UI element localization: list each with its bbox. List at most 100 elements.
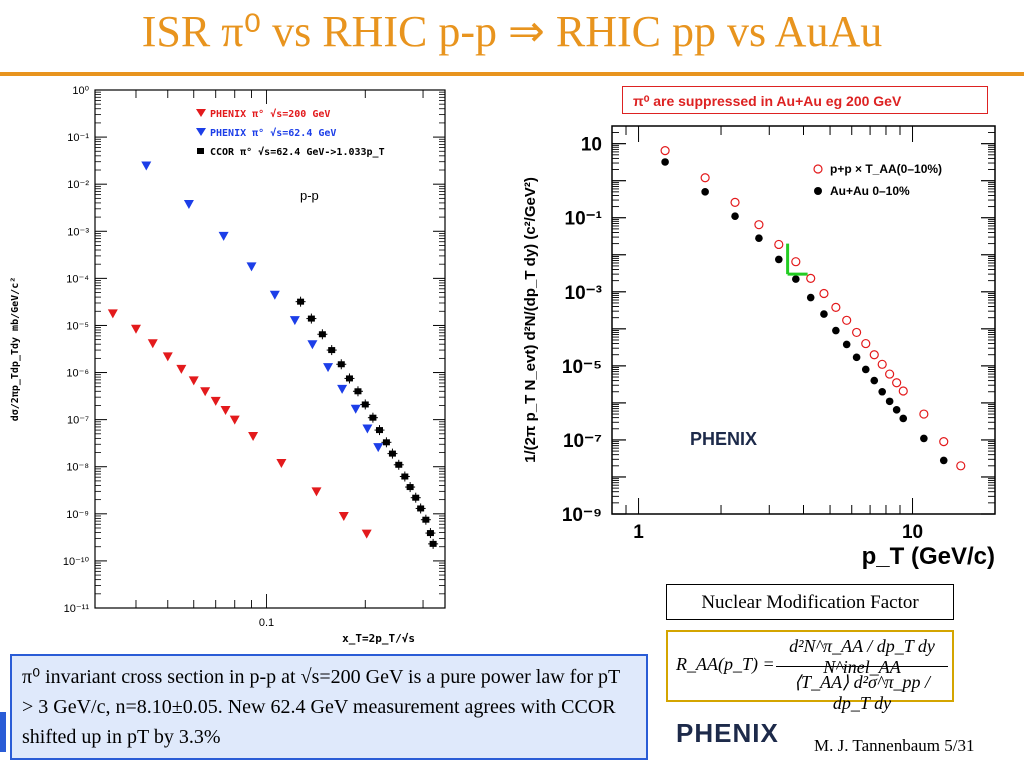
formula-lhs: R_AA(p_T) =	[676, 654, 775, 674]
left-x-tick-label: 0.1	[259, 617, 274, 629]
left-data-point	[307, 340, 318, 350]
left-data-point	[426, 530, 434, 537]
left-legend-label: CCOR π° √s=62.4 GeV->1.033p_T	[210, 146, 385, 158]
left-chart-frame	[94, 89, 446, 609]
left-data-point	[337, 361, 345, 368]
left-data-point	[337, 384, 348, 394]
raa-formula: R_AA(p_T) = d²N^π_AA / dp_T dy N^inel_AA…	[666, 630, 954, 713]
right-y-axis-label: 1/(2π p_T N_evt) d²N/(dp_T dy) (c²/GeV²)	[522, 177, 539, 463]
right-data-point	[806, 293, 815, 302]
nmf-label: Nuclear Modification Factor	[666, 584, 954, 620]
right-data-point	[831, 302, 841, 312]
right-data-point	[861, 338, 871, 349]
right-data-point	[878, 387, 886, 396]
slide-title: ISR π⁰ vs RHIC p-p ⇒ RHIC pp vs AuAu	[141, 7, 883, 56]
right-legend-label: Au+Au 0–10%	[830, 184, 910, 198]
right-data-point	[731, 212, 739, 221]
right-data-point	[861, 365, 870, 374]
left-y-tick-label: 10⁻¹⁰	[63, 556, 90, 568]
left-legend-marker	[196, 109, 206, 117]
right-data-point	[701, 188, 709, 196]
left-data-point	[417, 505, 425, 512]
left-y-tick-label: 10⁻⁷	[67, 415, 89, 427]
left-data-point	[401, 473, 409, 480]
right-data-point	[774, 255, 783, 264]
right-data-point	[852, 327, 862, 338]
left-data-point	[107, 309, 118, 319]
left-legend-marker	[196, 128, 206, 136]
left-data-point	[318, 331, 326, 338]
left-data-point	[183, 199, 194, 209]
right-x-axis-label: p_T (GeV/c)	[862, 543, 995, 570]
right-y-tick-label: 10⁻⁷	[563, 431, 602, 452]
right-data-point	[892, 378, 902, 388]
left-data-point	[412, 494, 420, 501]
left-data-point	[395, 461, 403, 468]
summary-text: π⁰ invariant cross section in p-p at √s=…	[10, 654, 648, 760]
right-data-point	[870, 376, 879, 385]
right-data-point	[832, 326, 840, 335]
right-y-tick-label: 10⁻⁵	[562, 357, 602, 378]
right-data-point	[792, 275, 800, 283]
left-y-tick-label: 10⁻³	[67, 226, 89, 238]
left-data-point	[220, 406, 231, 416]
right-data-point	[806, 273, 816, 284]
right-legend-marker	[814, 187, 822, 195]
right-chart-frame	[611, 125, 996, 515]
right-data-point	[899, 414, 908, 423]
left-x-axis-label: x_T=2p_T/√s	[342, 632, 415, 645]
left-data-point	[246, 262, 257, 272]
left-data-point	[218, 231, 229, 241]
left-y-axis-label: dσ/2πp_Tdp_Tdy mb/GeV/c²	[10, 277, 21, 422]
right-y-tick-label: 10	[581, 135, 602, 156]
left-data-point	[361, 401, 369, 408]
right-data-point	[774, 239, 784, 250]
right-legend-marker	[813, 164, 823, 174]
right-data-point	[920, 434, 928, 443]
right-data-point	[877, 359, 887, 369]
left-data-point	[269, 290, 280, 300]
right-data-point	[892, 406, 901, 414]
left-data-point	[388, 450, 396, 457]
left-data-point	[350, 404, 361, 414]
left-data-point	[382, 439, 390, 446]
left-data-point	[307, 315, 315, 322]
phenix-logo: PHENIX	[676, 718, 779, 749]
left-data-point	[210, 396, 221, 406]
left-data-point	[338, 511, 349, 521]
footer-text: M. J. Tannenbaum 5/31	[814, 736, 975, 755]
suppression-note: π⁰ are suppressed in Au+Au eg 200 GeV	[622, 86, 988, 114]
right-data-point	[660, 145, 670, 156]
right-data-point	[939, 437, 949, 447]
left-data-point	[162, 352, 173, 362]
left-legend-marker	[197, 148, 204, 154]
left-data-point	[422, 516, 430, 523]
title-divider	[0, 72, 1024, 76]
right-data-point	[755, 234, 763, 243]
right-data-point	[869, 350, 879, 360]
right-data-point	[754, 220, 764, 230]
left-data-point	[362, 424, 373, 434]
right-data-point	[730, 197, 740, 207]
right-data-point	[852, 353, 861, 362]
right-y-tick-label: 10⁻³	[565, 283, 603, 304]
left-data-point	[297, 298, 305, 305]
left-data-point	[229, 415, 240, 425]
left-data-point	[406, 484, 414, 491]
left-data-point	[429, 540, 437, 547]
right-legend-label: p+p × T_AA(0–10%)	[830, 162, 942, 176]
right-data-point	[885, 397, 894, 406]
left-data-point	[369, 414, 377, 421]
right-data-point	[898, 386, 908, 396]
left-data-point	[373, 443, 384, 453]
right-data-point	[820, 310, 828, 318]
left-data-point	[200, 387, 211, 397]
left-data-point	[361, 529, 372, 539]
left-y-tick-label: 10⁻²	[67, 179, 89, 191]
left-y-tick-label: 10⁻⁵	[66, 320, 89, 332]
left-data-point	[188, 376, 199, 386]
left-data-point	[354, 388, 362, 395]
left-data-point	[130, 324, 141, 334]
left-pp-annotation: p-p	[300, 188, 319, 203]
right-data-point	[819, 288, 829, 299]
